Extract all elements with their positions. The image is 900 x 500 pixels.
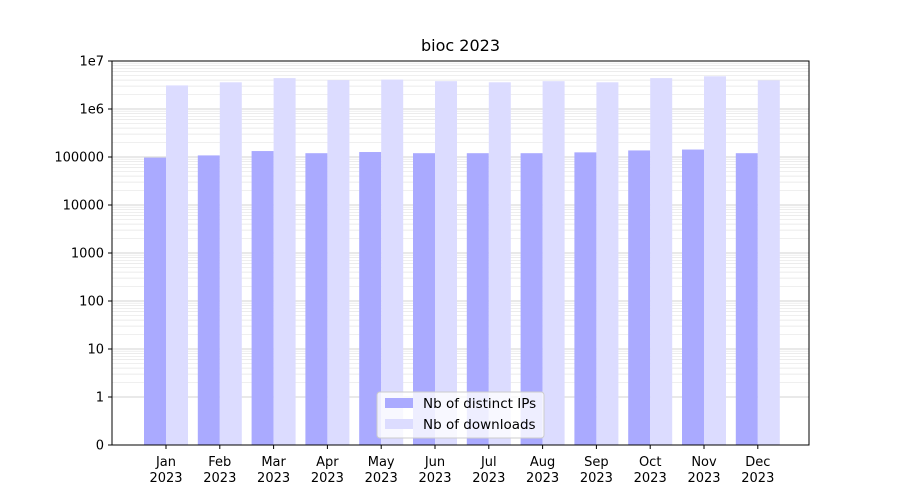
bar-distinct-ips — [305, 153, 328, 446]
legend-swatch-distinct-ips — [385, 398, 413, 408]
x-tick-label: Dec 2023 — [741, 455, 774, 486]
x-tick-label: May 2023 — [365, 455, 398, 486]
legend-label-distinct-ips: Nb of distinct IPs — [423, 396, 536, 412]
y-tick-label: 0 — [96, 439, 104, 454]
bar-distinct-ips — [735, 153, 758, 446]
x-tick-label: Aug 2023 — [526, 455, 559, 486]
legend-frame — [376, 391, 545, 439]
legend-swatch-downloads — [385, 419, 413, 429]
bar-distinct-ips — [251, 151, 274, 445]
bar-distinct-ips — [628, 150, 651, 445]
bar-downloads — [381, 79, 404, 446]
x-tick-label: Jun 2023 — [418, 455, 451, 486]
y-tick-label: 1e6 — [79, 103, 104, 118]
x-tick-label: Feb 2023 — [203, 455, 236, 486]
y-tick-label: 100000 — [54, 151, 104, 166]
y-tick-label: 100 — [79, 295, 104, 310]
y-tick-label: 1e7 — [79, 55, 104, 70]
legend-label-downloads: Nb of downloads — [423, 417, 536, 433]
bar-downloads — [542, 81, 565, 446]
bars — [144, 76, 780, 446]
bar-distinct-ips — [466, 153, 489, 446]
bar-downloads — [435, 81, 457, 446]
y-tick-label: 1000 — [71, 247, 104, 262]
bar-downloads — [650, 78, 673, 446]
bar-distinct-ips — [520, 153, 543, 446]
bar-downloads — [596, 82, 619, 445]
x-tick-label: Nov 2023 — [687, 455, 720, 486]
bar-downloads — [757, 80, 780, 445]
bar-downloads — [273, 78, 296, 446]
bar-distinct-ips — [682, 149, 704, 445]
bar-downloads — [327, 80, 350, 445]
bar-distinct-ips — [197, 155, 220, 445]
bar-downloads — [219, 82, 242, 445]
y-tick-label: 1 — [96, 391, 104, 406]
x-tick-label: Oct 2023 — [634, 455, 667, 486]
x-tick-label: Mar 2023 — [257, 455, 290, 486]
x-tick-label: Jul 2023 — [472, 455, 505, 486]
bar-distinct-ips — [413, 153, 435, 446]
x-tick-label: Jan 2023 — [149, 455, 182, 486]
bar-distinct-ips — [574, 152, 597, 445]
x-tick-label: Apr 2023 — [311, 455, 344, 486]
bar-downloads — [488, 82, 511, 445]
legend: Nb of distinct IPs Nb of downloads — [376, 391, 545, 439]
y-tick-label: 10 — [87, 343, 104, 358]
bar-downloads — [704, 76, 726, 446]
x-axis: Jan 2023 Feb 2023 Mar 2023 Apr 2023 May 2023 Jun 20… — [149, 445, 774, 486]
bar-downloads — [166, 85, 188, 445]
y-tick-label: 10000 — [63, 199, 104, 214]
x-tick-label: Sep 2023 — [580, 455, 613, 486]
y-axis: 0 1 10 100 1000 10000 100000 1e6 1e7 — [54, 55, 112, 454]
chart-title: bioc 2023 — [421, 36, 500, 55]
bar-distinct-ips — [359, 152, 382, 445]
bar-distinct-ips — [144, 157, 166, 446]
